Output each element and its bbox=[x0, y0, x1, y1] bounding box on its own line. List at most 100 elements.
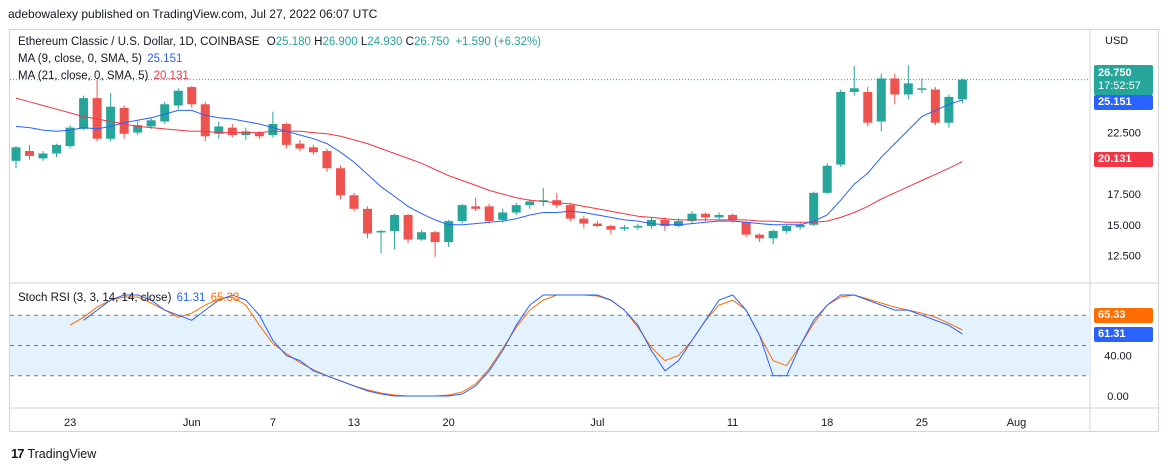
candle-body bbox=[768, 230, 778, 239]
candle-body bbox=[38, 153, 48, 159]
candle-body bbox=[471, 206, 481, 209]
candle-body bbox=[930, 89, 940, 123]
ma21-legend[interactable]: MA (21, close, 0, SMA, 5) 20.131 bbox=[18, 70, 189, 82]
change-value: +1.590 (+6.32%) bbox=[455, 36, 541, 48]
candle-body bbox=[457, 205, 467, 222]
candle-body bbox=[579, 218, 589, 224]
candle-body bbox=[349, 195, 359, 209]
time-tick-label: 7 bbox=[270, 417, 276, 429]
price-tick-label: 22.500 bbox=[1107, 128, 1141, 140]
candle-body bbox=[133, 125, 143, 133]
stoch-k-line bbox=[83, 294, 963, 397]
time-tick-label: 11 bbox=[727, 417, 738, 429]
candle-body bbox=[417, 232, 427, 240]
ma21-line bbox=[15, 97, 963, 223]
candle-body bbox=[714, 214, 724, 218]
candle-body bbox=[200, 104, 210, 137]
candle-body bbox=[511, 205, 521, 213]
price-tick-label: 17.500 bbox=[1107, 189, 1141, 201]
time-tick-label: 13 bbox=[348, 417, 360, 429]
price-tick-label: 12.500 bbox=[1107, 251, 1141, 263]
currency-label[interactable]: USD bbox=[1105, 35, 1129, 47]
candle-body bbox=[173, 90, 183, 106]
candle-body bbox=[295, 143, 305, 149]
time-tick-label: Jun bbox=[183, 417, 201, 429]
chart-frame bbox=[9, 29, 1159, 432]
time-tick-label: 18 bbox=[821, 417, 833, 429]
brand-label: TradingView bbox=[27, 446, 97, 461]
time-tick-label: 20 bbox=[443, 417, 455, 429]
candle-body bbox=[606, 226, 616, 230]
candle-body bbox=[268, 123, 278, 136]
stoch-k-tag: 61.31 bbox=[1094, 327, 1153, 342]
stoch-k-value: 61.31 bbox=[176, 292, 206, 304]
stoch-legend[interactable]: Stoch RSI (3, 3, 14, 14, close) 61.31 65… bbox=[18, 292, 239, 304]
low-label: L bbox=[360, 36, 368, 48]
high-label: H bbox=[314, 36, 323, 48]
ma21-price-tag: 20.131 bbox=[1094, 152, 1153, 167]
close-value: 26.750 bbox=[413, 36, 450, 48]
candle-body bbox=[863, 91, 873, 123]
stoch-tick-label: 40.00 bbox=[1104, 351, 1132, 363]
ma9-label: MA (9, close, 0, SMA, 5) bbox=[18, 53, 142, 65]
candle-body bbox=[701, 213, 711, 218]
candle-body bbox=[498, 212, 508, 220]
high-value: 26.900 bbox=[322, 36, 358, 48]
candle-body bbox=[782, 226, 792, 231]
ma9-legend[interactable]: MA (9, close, 0, SMA, 5) 25.151 bbox=[18, 53, 182, 65]
price-tick-label: 15.000 bbox=[1107, 220, 1141, 232]
candle-body bbox=[214, 126, 224, 134]
candle-body bbox=[741, 222, 751, 235]
tradingview-brand[interactable]: 17 TradingView bbox=[11, 446, 96, 461]
candle-body bbox=[849, 88, 859, 92]
open-value: 25.180 bbox=[275, 36, 311, 48]
stoch-label: Stoch RSI (3, 3, 14, 14, close) bbox=[18, 292, 172, 304]
candle-body bbox=[565, 205, 575, 219]
candle-body bbox=[687, 213, 697, 222]
low-value: 24.930 bbox=[367, 36, 403, 48]
candle-body bbox=[809, 192, 819, 225]
candle-body bbox=[660, 219, 670, 227]
candle-body bbox=[335, 168, 345, 196]
candle-body bbox=[403, 214, 413, 240]
last-price-value: 26.750 bbox=[1098, 67, 1132, 79]
tradingview-logo-icon: 17 bbox=[11, 446, 25, 461]
stoch-d-tag: 65.33 bbox=[1094, 308, 1153, 323]
candle-body bbox=[822, 165, 832, 193]
candle-body bbox=[390, 214, 400, 231]
ma9-line bbox=[15, 99, 963, 226]
candle-body bbox=[11, 147, 21, 161]
candle-body bbox=[836, 91, 846, 165]
candle-body bbox=[376, 230, 386, 233]
candle-body bbox=[917, 88, 927, 90]
ma21-label: MA (21, close, 0, SMA, 5) bbox=[18, 70, 149, 82]
candle-body bbox=[160, 104, 170, 122]
candle-body bbox=[119, 107, 129, 134]
time-tick-label: Jul bbox=[590, 417, 604, 429]
ma21-value: 20.131 bbox=[153, 70, 189, 82]
candle-body bbox=[363, 208, 373, 234]
ma9-value: 25.151 bbox=[147, 53, 183, 65]
candle-body bbox=[673, 221, 683, 227]
candle-body bbox=[890, 78, 900, 95]
stoch-tick-label: 0.00 bbox=[1107, 391, 1128, 403]
symbol-name[interactable]: Ethereum Classic / U.S. Dollar, 1D, COIN… bbox=[18, 36, 260, 48]
candle-body bbox=[633, 226, 643, 228]
candle-body bbox=[227, 127, 237, 136]
candle-body bbox=[92, 98, 102, 139]
candle-body bbox=[241, 131, 251, 136]
candle-body bbox=[619, 227, 629, 229]
close-label: C bbox=[405, 36, 414, 48]
candle-body bbox=[525, 201, 535, 206]
candle-body bbox=[254, 132, 264, 137]
candle-body bbox=[728, 214, 738, 220]
candle-body bbox=[52, 144, 62, 154]
candle-body bbox=[795, 224, 805, 228]
candle-body bbox=[79, 98, 89, 129]
stoch-d-line bbox=[69, 294, 963, 397]
symbol-legend: Ethereum Classic / U.S. Dollar, 1D, COIN… bbox=[18, 36, 541, 48]
open-label: O bbox=[266, 36, 276, 48]
time-tick-label: Aug bbox=[1007, 417, 1027, 429]
candle-body bbox=[592, 223, 602, 227]
